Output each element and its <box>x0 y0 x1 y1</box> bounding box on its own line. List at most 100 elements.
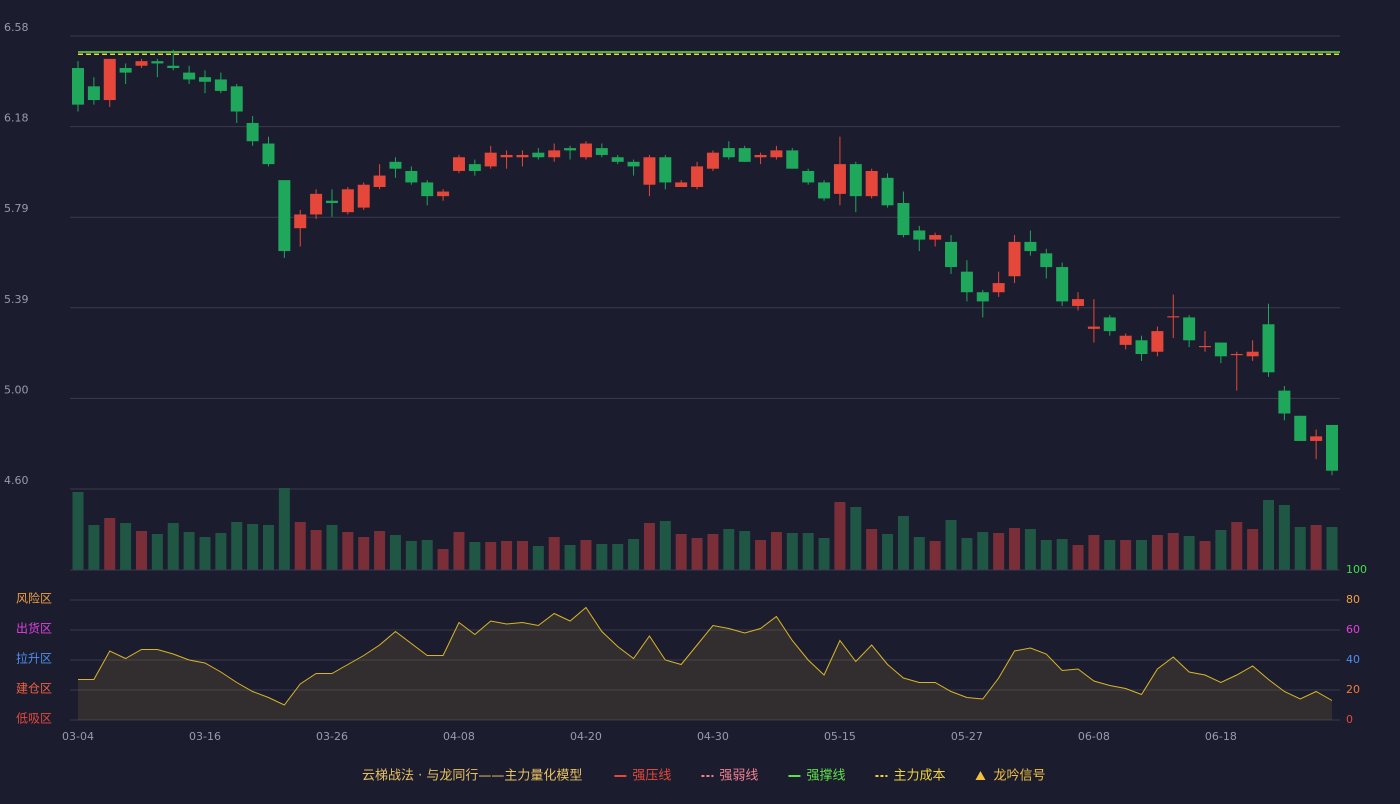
candle-body <box>579 143 592 158</box>
candle-body <box>929 235 942 240</box>
candle-body <box>1199 346 1212 348</box>
y-tick-label: 5.00 <box>4 383 29 396</box>
volume-bar <box>1024 529 1036 570</box>
volume-bar <box>929 541 941 570</box>
zone-label: 建仓区 <box>16 682 52 696</box>
volume-bar <box>548 537 560 570</box>
volume-bar <box>199 537 211 570</box>
candle-body <box>468 164 481 171</box>
candle-body <box>833 164 846 194</box>
candle-body <box>246 122 259 142</box>
candle-body <box>976 292 989 302</box>
y-tick-label: 5.39 <box>4 293 29 306</box>
oscillator-area <box>78 607 1332 720</box>
candle-body <box>230 86 243 112</box>
volume-bar <box>1294 527 1306 570</box>
candle-body <box>135 61 148 66</box>
candle-body <box>1167 316 1180 318</box>
candle-body <box>452 157 465 171</box>
candle-body <box>1326 424 1338 471</box>
volume-bar <box>516 541 528 570</box>
candle-body <box>1024 241 1037 252</box>
candle-body <box>1262 324 1275 373</box>
candle-body <box>72 68 84 105</box>
y-tick-label: 6.58 <box>4 21 29 34</box>
volume-bar <box>1136 540 1148 570</box>
legend-marker <box>975 771 986 780</box>
volume-bar <box>215 533 227 570</box>
candle-body <box>802 170 815 183</box>
volume-bar <box>1040 540 1052 570</box>
volume-bar <box>1278 505 1290 570</box>
candle-body <box>87 86 100 101</box>
candle-body <box>357 184 370 208</box>
candle-body <box>1230 354 1243 356</box>
volume-bar <box>1120 540 1132 570</box>
candle-body <box>183 72 196 80</box>
volume-bar <box>88 525 100 570</box>
candle-body <box>262 143 275 165</box>
candle-body <box>611 157 624 162</box>
candle-body <box>294 214 307 229</box>
candle-body <box>214 79 227 91</box>
candle-body <box>151 61 164 64</box>
candle-body <box>1087 326 1100 329</box>
volume-bar <box>1199 541 1211 570</box>
volume-bar <box>564 545 576 570</box>
legend-label: 强撑线 <box>806 769 845 784</box>
volume-bar <box>405 541 417 570</box>
volume-bar <box>643 523 655 570</box>
candle-body <box>865 170 878 197</box>
volume-bar <box>421 540 433 570</box>
candle-body <box>532 152 545 158</box>
candle-body <box>1310 436 1323 441</box>
volume-bar <box>1009 528 1021 570</box>
volume-bar <box>1056 539 1068 570</box>
candle-body <box>278 180 291 252</box>
candle-body <box>1135 340 1148 355</box>
candle-body <box>1072 299 1085 306</box>
candle-body <box>706 152 719 169</box>
y2-tick-label: 60 <box>1346 623 1360 636</box>
candle-body <box>1278 390 1291 414</box>
candle-body <box>722 148 735 158</box>
candle-body <box>881 177 894 206</box>
volume-bar <box>1310 525 1322 570</box>
candle-body <box>1294 415 1307 441</box>
volume-bar <box>532 546 544 570</box>
zone-label: 风险区 <box>16 591 52 606</box>
x-tick-label: 05-15 <box>824 730 856 743</box>
zone-label: 拉升区 <box>16 651 52 666</box>
x-tick-label: 04-20 <box>570 730 602 743</box>
legend-label: 龙吟信号 <box>993 768 1045 784</box>
volume-bar <box>151 534 163 570</box>
volume-bar <box>628 539 640 570</box>
candle-body <box>373 175 386 187</box>
y-tick-label: 6.18 <box>4 112 29 125</box>
candle-body <box>738 148 751 162</box>
legend-label: 强压线 <box>632 769 671 784</box>
candle-body <box>1103 317 1116 332</box>
candle-body <box>484 152 497 167</box>
candle-body <box>310 193 323 215</box>
y2-tick-label: 100 <box>1346 563 1367 576</box>
candle-body <box>119 68 132 73</box>
x-tick-label: 05-27 <box>951 730 983 743</box>
volume-bar <box>755 540 767 570</box>
candle-body <box>675 182 688 187</box>
volume-bar <box>437 549 449 570</box>
volume-bar <box>326 525 338 570</box>
candle-body <box>1056 267 1069 302</box>
volume-bar <box>1263 500 1275 570</box>
candle-body <box>770 150 783 158</box>
volume-bar <box>866 529 878 570</box>
candle-body <box>897 203 910 236</box>
candle-body <box>103 58 116 101</box>
volume-bar <box>802 533 814 570</box>
volume-bar <box>374 531 386 570</box>
volume-bar <box>897 516 909 570</box>
y-tick-label: 5.79 <box>4 202 29 215</box>
candle-body <box>1246 351 1259 357</box>
zone-label: 低吸区 <box>16 712 52 726</box>
